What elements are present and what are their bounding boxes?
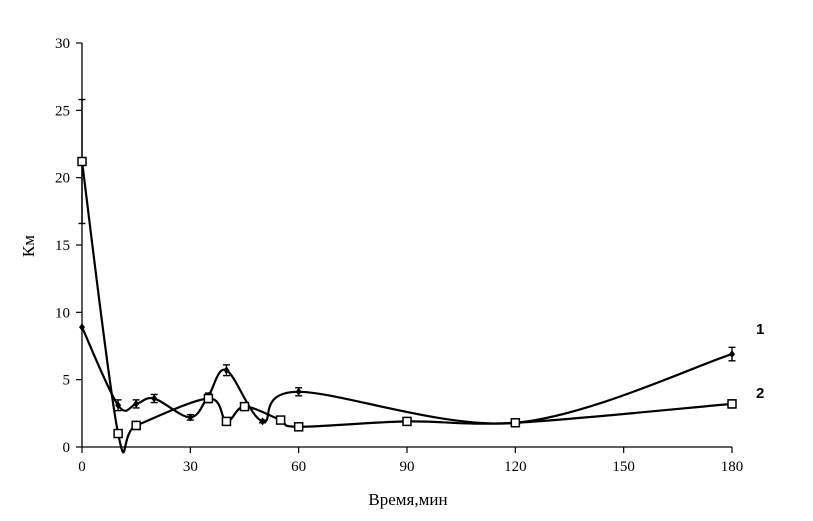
series-2-point <box>275 415 286 425</box>
series-lines <box>80 161 733 454</box>
series-1-point <box>187 413 194 422</box>
series-1-point <box>115 401 122 410</box>
series-2-point <box>293 422 304 432</box>
series-1-point <box>223 366 230 375</box>
y-tick-label: 10 <box>55 305 70 321</box>
series-1-point <box>729 350 735 359</box>
series-2-point <box>727 399 737 409</box>
series-2-point <box>510 418 521 428</box>
x-axis-label: Время,мин <box>368 490 447 509</box>
x-tick-label: 90 <box>400 459 415 475</box>
x-tick-label: 180 <box>721 459 744 475</box>
x-tick-label: 0 <box>78 459 86 475</box>
y-tick-label: 15 <box>55 238 70 254</box>
series-1-point <box>151 394 158 403</box>
y-tick-label: 30 <box>55 36 70 52</box>
series-1-point <box>259 417 266 426</box>
series-markers: 12 <box>77 98 764 439</box>
series-2-label: 2 <box>756 385 764 402</box>
series-2-point <box>221 416 232 427</box>
y-axis-label: Км <box>19 235 38 257</box>
series-1-point <box>133 399 140 408</box>
x-tick-label: 120 <box>504 459 527 475</box>
series-2-point <box>131 420 141 431</box>
series-2-point <box>77 156 87 167</box>
series-2-point <box>203 393 214 404</box>
series-2-point <box>402 416 412 427</box>
axes: 0 30 60 90 120 150 180 0 5 10 15 20 25 30 <box>55 36 743 475</box>
series-1-point <box>79 323 85 332</box>
series-1-label: 1 <box>756 321 764 338</box>
series-2-line <box>80 161 733 454</box>
series-1-line <box>80 326 733 425</box>
x-tick-label: 150 <box>612 459 635 475</box>
x-tick-label: 60 <box>291 459 306 475</box>
x-tick-label: 30 <box>183 459 198 475</box>
y-tick-label: 20 <box>55 171 70 187</box>
y-tick-label: 5 <box>63 373 71 389</box>
series-1-point <box>295 387 302 396</box>
y-tick-label: 25 <box>55 103 70 119</box>
series-2-point <box>239 401 250 412</box>
series-2-point <box>113 428 123 439</box>
y-tick-label: 0 <box>63 440 71 456</box>
